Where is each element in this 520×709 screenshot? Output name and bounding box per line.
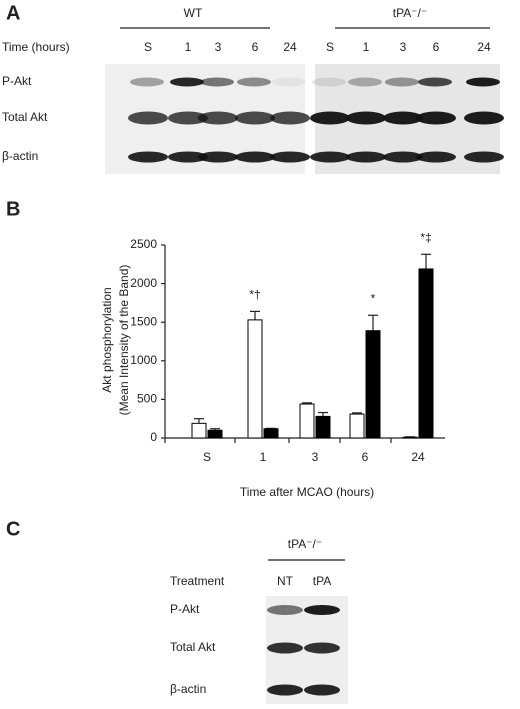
panel-label: A [6, 2, 20, 24]
annotation: *† [249, 288, 260, 302]
y-tick-label: 2500 [130, 237, 157, 251]
blot-band [170, 77, 204, 87]
treatment: tPA [313, 574, 331, 588]
x-tick-label: 24 [411, 450, 425, 464]
blot-band [346, 151, 386, 163]
blot-band [310, 111, 350, 125]
blot-band [272, 77, 306, 87]
bar [191, 422, 207, 439]
blot-band [235, 111, 275, 125]
time-label: 24 [477, 40, 491, 54]
blot-band [416, 151, 456, 163]
bar [247, 319, 263, 439]
bar [402, 436, 418, 439]
blot-band [168, 151, 208, 163]
blot-band [270, 111, 310, 125]
y-tick-label: 1000 [130, 353, 157, 367]
row-label: β-actin [2, 149, 38, 163]
blot-band [304, 605, 340, 615]
y-tick-label: 2000 [130, 276, 157, 290]
blot-band [466, 77, 500, 87]
bar [365, 330, 381, 439]
time-label: 3 [400, 40, 407, 54]
x-tick-label: 3 [312, 450, 319, 464]
time-label: S [326, 40, 334, 54]
group-label: tPA⁻/⁻ [288, 537, 322, 551]
blot-band [348, 77, 382, 87]
time-label: 6 [252, 40, 259, 54]
blot-band [237, 77, 271, 87]
blot-band [418, 77, 452, 87]
blot-band [464, 151, 504, 163]
blot-band [198, 111, 238, 125]
y-axis-title: Akt phosphorylation [100, 287, 114, 392]
blot-band [383, 151, 423, 163]
bar [207, 429, 223, 439]
row-label: P-Akt [2, 74, 32, 88]
panel-label: B [6, 198, 20, 220]
x-axis-title: Time after MCAO (hours) [240, 485, 374, 499]
blot-band [128, 111, 168, 125]
blot-band [270, 151, 310, 163]
row-label: Total Akt [2, 110, 48, 124]
annotation: *‡ [420, 230, 431, 244]
x-tick-label: 1 [260, 450, 267, 464]
bar [263, 428, 279, 439]
bar [315, 415, 331, 439]
y-tick-label: 1500 [130, 314, 157, 328]
treatment-label: Treatment [170, 574, 225, 588]
blot-band [128, 151, 168, 163]
blot-band [267, 605, 303, 615]
blot-band [312, 77, 346, 87]
time-label: 6 [433, 40, 440, 54]
x-tick-label: S [203, 450, 211, 464]
annotation: * [371, 291, 376, 305]
blot-band [130, 77, 164, 87]
y-tick-label: 0 [150, 430, 157, 444]
blot-band [235, 151, 275, 163]
row-label: β-actin [170, 682, 206, 696]
blot-band [416, 111, 456, 125]
time-label: S [144, 40, 152, 54]
treatment: NT [277, 574, 294, 588]
blot-band [267, 642, 303, 654]
bar [299, 403, 315, 439]
blot-band [383, 111, 423, 125]
time-label: 1 [363, 40, 370, 54]
blot-band [304, 642, 340, 654]
blot-band [385, 77, 419, 87]
row-label: Total Akt [170, 640, 216, 654]
bar [349, 413, 365, 439]
time-label: Time (hours) [2, 40, 70, 54]
blot-band [346, 111, 386, 125]
bar [418, 268, 434, 439]
x-tick-label: 6 [362, 450, 369, 464]
group-label: WT [184, 6, 203, 20]
y-axis-title: (Mean Intensity of the Band) [117, 265, 131, 416]
blot-band [267, 684, 303, 696]
blot-band [464, 111, 504, 125]
blot-band [198, 151, 238, 163]
blot-band [304, 684, 340, 696]
time-label: 1 [185, 40, 192, 54]
blot-band [200, 77, 234, 87]
row-label: P-Akt [170, 602, 200, 616]
blot-band [168, 111, 208, 125]
time-label: 24 [283, 40, 297, 54]
blot-band [310, 151, 350, 163]
time-label: 3 [215, 40, 222, 54]
panel-label: C [6, 518, 20, 540]
group-label: tPA⁻/⁻ [393, 6, 427, 20]
y-tick-label: 500 [137, 392, 157, 406]
